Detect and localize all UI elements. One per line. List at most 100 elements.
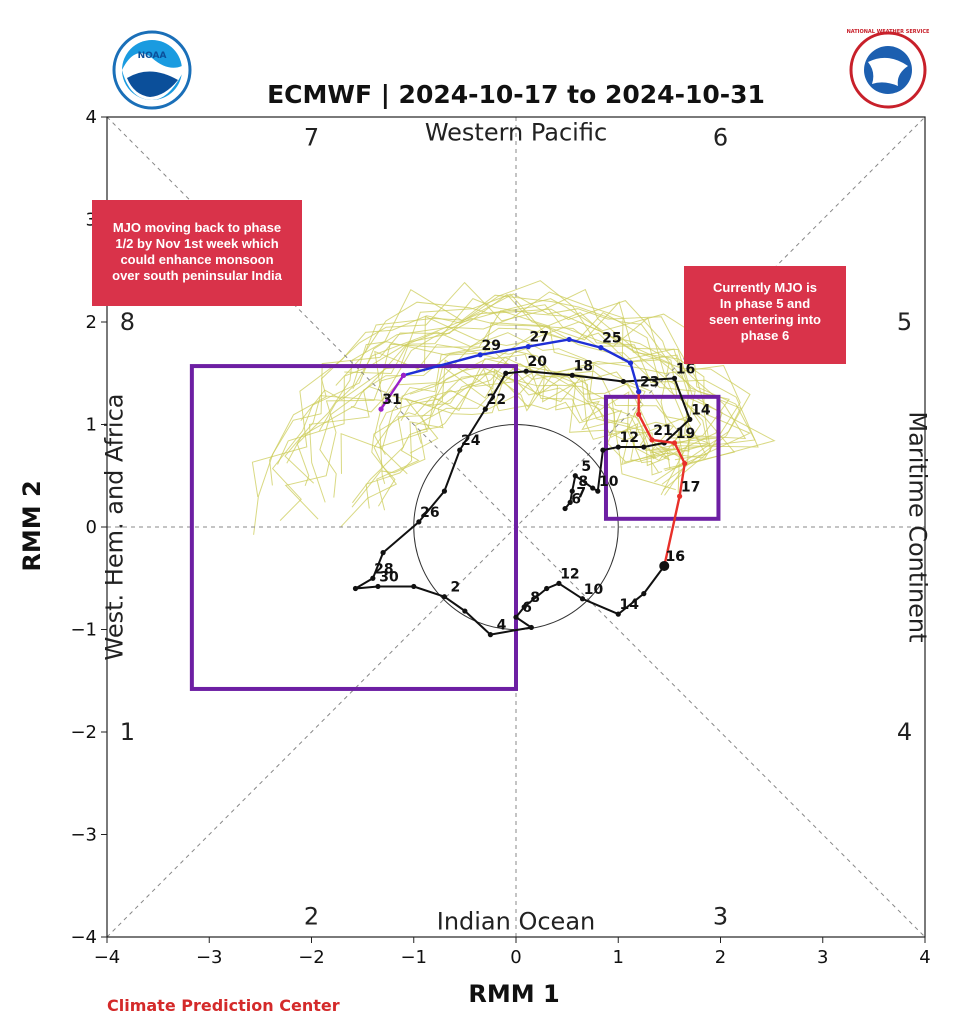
phase-number-label: 4 [897,718,912,746]
x-tick-label: 1 [613,947,624,968]
observed-track-point [544,585,550,592]
forecast-week2-track-point [598,345,604,351]
observed-track-day-label: 16 [676,361,695,377]
highlight-box-maritime [603,394,721,521]
observed-track-point [416,519,422,525]
observed-track-point [441,488,448,494]
observed-track-point [687,416,693,422]
observed-track-point [457,447,463,453]
phase-number-label: 6 [713,124,728,152]
observed-track-point [523,368,529,374]
observed-track-point [590,485,596,491]
observed-track-day-label: 10 [584,582,604,598]
observed-track-point [600,447,606,453]
observed-track-day-label: 10 [599,474,619,490]
ensemble-track [344,293,712,491]
current-position-marker [659,560,670,571]
observed-track-day-label: 12 [560,566,579,582]
observed-track-point [671,375,678,381]
observed-track-point [521,604,527,610]
observed-track-point [556,580,562,586]
left-note-line: 1/2 by Nov 1st week which [115,236,279,251]
x-tick-label: 3 [817,947,828,968]
ensemble-track [373,370,676,507]
observed-track-day-label: 22 [487,392,506,408]
forecast-week2-track-point [566,336,572,343]
observed-track-day-label: 24 [461,433,481,449]
ensemble-track [414,368,681,493]
region-label-top: Western Pacific [425,118,607,146]
forecast-week2-track-day-label: 27 [530,330,549,346]
observed-track-day-label: 4 [497,618,507,634]
observed-track-day-label: 14 [620,597,640,613]
observed-track-day-label: 6 [522,600,532,616]
observed-track-day-label: 12 [620,430,639,446]
observed-track-day-label: 2 [451,580,461,596]
ensemble-track [296,280,759,486]
x-tick-label: −2 [298,947,325,968]
region-label-right: Maritime Continent [904,411,932,642]
observed-track-point [503,370,509,376]
forecast-week1-track-day-label: 21 [653,423,672,439]
observed-track-point [513,614,519,620]
observed-track-point [620,378,626,385]
phase-number-label: 1 [120,718,135,746]
ensemble-track [409,366,656,463]
forecast-week1-track-day-label: 17 [681,479,700,495]
forecast-week1-track-point [649,437,655,443]
left-note-line: over south peninsular India [112,268,282,283]
observed-track-day-label: 8 [530,590,540,606]
left-note-line: could enhance monsoon [120,252,274,267]
right-note-line: In phase 5 and [719,296,811,311]
forecast-week1-track-point [671,440,678,446]
x-tick-label: 4 [919,947,930,968]
forecast-week1-track-day-label: 19 [676,426,695,442]
credit-text: Climate Prediction Center [107,996,340,1015]
x-tick-label: 2 [715,947,726,968]
y-tick-label: 1 [86,415,97,436]
ensemble-track [340,358,663,528]
observed-track-point [462,608,468,614]
phase-number-label: 5 [897,308,912,336]
forecast-week1-track-point [682,460,688,467]
forecast-week2-track-point [525,344,531,350]
observed-track-point [411,583,417,590]
observed-track-point [615,611,621,617]
highlight-box-west [189,364,518,691]
ensemble-track [340,345,689,474]
right-note-line: seen entering into [709,312,821,327]
right-note-line: phase 6 [740,328,790,343]
observed-track-point [579,596,586,602]
observed-track-point [641,444,647,450]
noaa-logo-text: NOAA [138,51,167,61]
ensemble-track [300,293,730,447]
observed-track-point [595,488,601,494]
observed-track-day-label: 16 [666,549,685,565]
region-label-bottom: Indian Ocean [437,908,596,936]
y-tick-label: −2 [70,722,97,743]
x-tick-label: −1 [400,947,427,968]
right-note-line: Currently MJO is [712,280,818,295]
observed-track-point [615,444,621,450]
x-tick-label: 0 [510,947,521,968]
observed-track-day-label: 30 [379,569,399,585]
ensemble-track [350,332,707,461]
observed-track-point [487,632,494,638]
forecast-week3-track-point [378,406,384,412]
forecast-week2-track-point [627,360,634,366]
forecast-week2-track-day-label: 29 [481,338,500,354]
observed-track-day-label: 28 [374,561,393,577]
ensemble-track [318,322,711,458]
observed-track-point [641,591,647,597]
forecast-week3-track-point [400,372,407,378]
x-axis-label: RMM 1 [468,980,559,1008]
forecast-week1-track-point [636,411,642,417]
ensemble-track [308,348,691,503]
observed-track-day-label: 14 [691,402,711,418]
observed-track-point [482,406,488,412]
y-tick-label: 3 [86,210,97,231]
right-annotation-note: Currently MJO is In phase 5 and seen ent… [684,266,846,364]
y-tick-label: 0 [86,517,97,538]
ensemble-track [271,291,723,521]
